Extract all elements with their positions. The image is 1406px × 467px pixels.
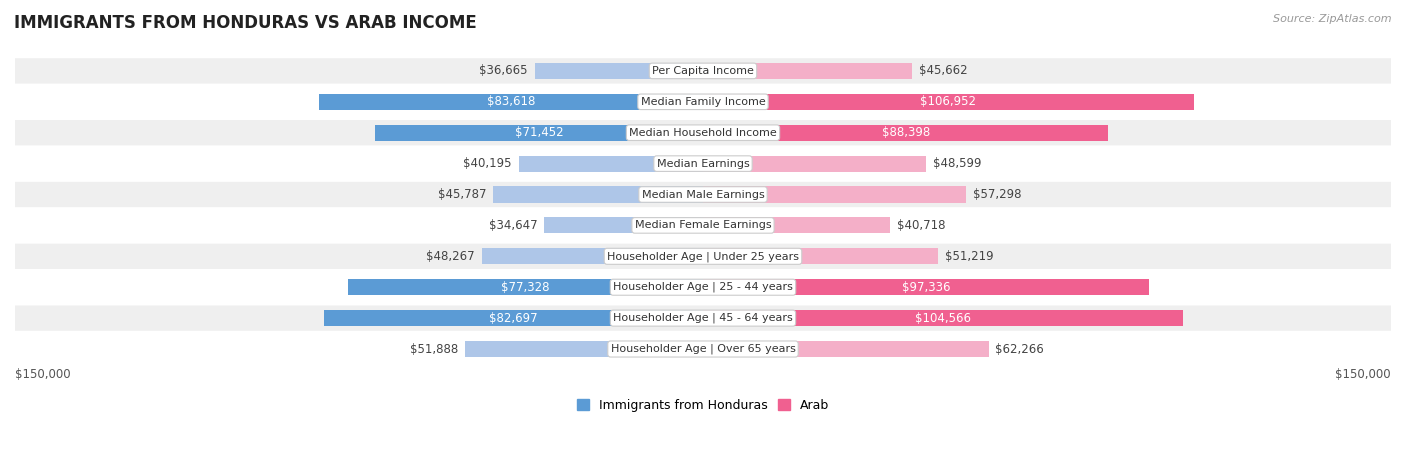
Bar bbox=[703, 217, 890, 234]
Bar bbox=[375, 125, 703, 141]
Text: Median Household Income: Median Household Income bbox=[628, 127, 778, 138]
Text: $48,599: $48,599 bbox=[932, 157, 981, 170]
Bar bbox=[494, 186, 703, 203]
Text: $88,398: $88,398 bbox=[882, 126, 929, 139]
Bar bbox=[323, 310, 703, 326]
Text: $71,452: $71,452 bbox=[515, 126, 564, 139]
Bar bbox=[534, 63, 703, 79]
Text: IMMIGRANTS FROM HONDURAS VS ARAB INCOME: IMMIGRANTS FROM HONDURAS VS ARAB INCOME bbox=[14, 14, 477, 32]
Text: $51,888: $51,888 bbox=[411, 342, 458, 355]
Text: $48,267: $48,267 bbox=[426, 250, 475, 263]
Text: $97,336: $97,336 bbox=[903, 281, 950, 294]
Text: $45,787: $45,787 bbox=[437, 188, 486, 201]
Bar bbox=[703, 248, 938, 264]
Bar bbox=[519, 156, 703, 172]
Text: Median Earnings: Median Earnings bbox=[657, 159, 749, 169]
Text: $62,266: $62,266 bbox=[995, 342, 1045, 355]
Text: $45,662: $45,662 bbox=[920, 64, 967, 78]
Bar bbox=[703, 341, 988, 357]
Bar bbox=[703, 94, 1194, 110]
Text: $40,718: $40,718 bbox=[897, 219, 945, 232]
Text: Per Capita Income: Per Capita Income bbox=[652, 66, 754, 76]
Bar bbox=[703, 156, 927, 172]
Text: $104,566: $104,566 bbox=[915, 311, 970, 325]
Text: Median Female Earnings: Median Female Earnings bbox=[634, 220, 772, 230]
Text: $82,697: $82,697 bbox=[489, 311, 537, 325]
FancyBboxPatch shape bbox=[15, 305, 1391, 331]
FancyBboxPatch shape bbox=[15, 182, 1391, 207]
Text: $150,000: $150,000 bbox=[15, 368, 70, 381]
Text: $83,618: $83,618 bbox=[486, 95, 536, 108]
Bar bbox=[703, 186, 966, 203]
Text: $40,195: $40,195 bbox=[463, 157, 512, 170]
Bar bbox=[703, 63, 912, 79]
Text: $57,298: $57,298 bbox=[973, 188, 1021, 201]
FancyBboxPatch shape bbox=[15, 58, 1391, 84]
FancyBboxPatch shape bbox=[15, 244, 1391, 269]
Bar bbox=[349, 279, 703, 295]
FancyBboxPatch shape bbox=[15, 120, 1391, 145]
Text: Median Family Income: Median Family Income bbox=[641, 97, 765, 107]
Text: Householder Age | 45 - 64 years: Householder Age | 45 - 64 years bbox=[613, 313, 793, 323]
Text: Householder Age | Under 25 years: Householder Age | Under 25 years bbox=[607, 251, 799, 262]
Bar bbox=[703, 125, 1108, 141]
Text: $106,952: $106,952 bbox=[921, 95, 976, 108]
Text: $34,647: $34,647 bbox=[488, 219, 537, 232]
Bar bbox=[319, 94, 703, 110]
Text: $36,665: $36,665 bbox=[479, 64, 527, 78]
Text: $77,328: $77,328 bbox=[502, 281, 550, 294]
Bar bbox=[465, 341, 703, 357]
Bar bbox=[544, 217, 703, 234]
Text: Householder Age | Over 65 years: Householder Age | Over 65 years bbox=[610, 344, 796, 354]
Bar bbox=[703, 310, 1182, 326]
Bar bbox=[482, 248, 703, 264]
Text: $51,219: $51,219 bbox=[945, 250, 994, 263]
Text: Source: ZipAtlas.com: Source: ZipAtlas.com bbox=[1274, 14, 1392, 24]
Text: $150,000: $150,000 bbox=[1336, 368, 1391, 381]
Text: Median Male Earnings: Median Male Earnings bbox=[641, 190, 765, 199]
Legend: Immigrants from Honduras, Arab: Immigrants from Honduras, Arab bbox=[571, 394, 835, 417]
Text: Householder Age | 25 - 44 years: Householder Age | 25 - 44 years bbox=[613, 282, 793, 292]
Bar bbox=[703, 279, 1150, 295]
